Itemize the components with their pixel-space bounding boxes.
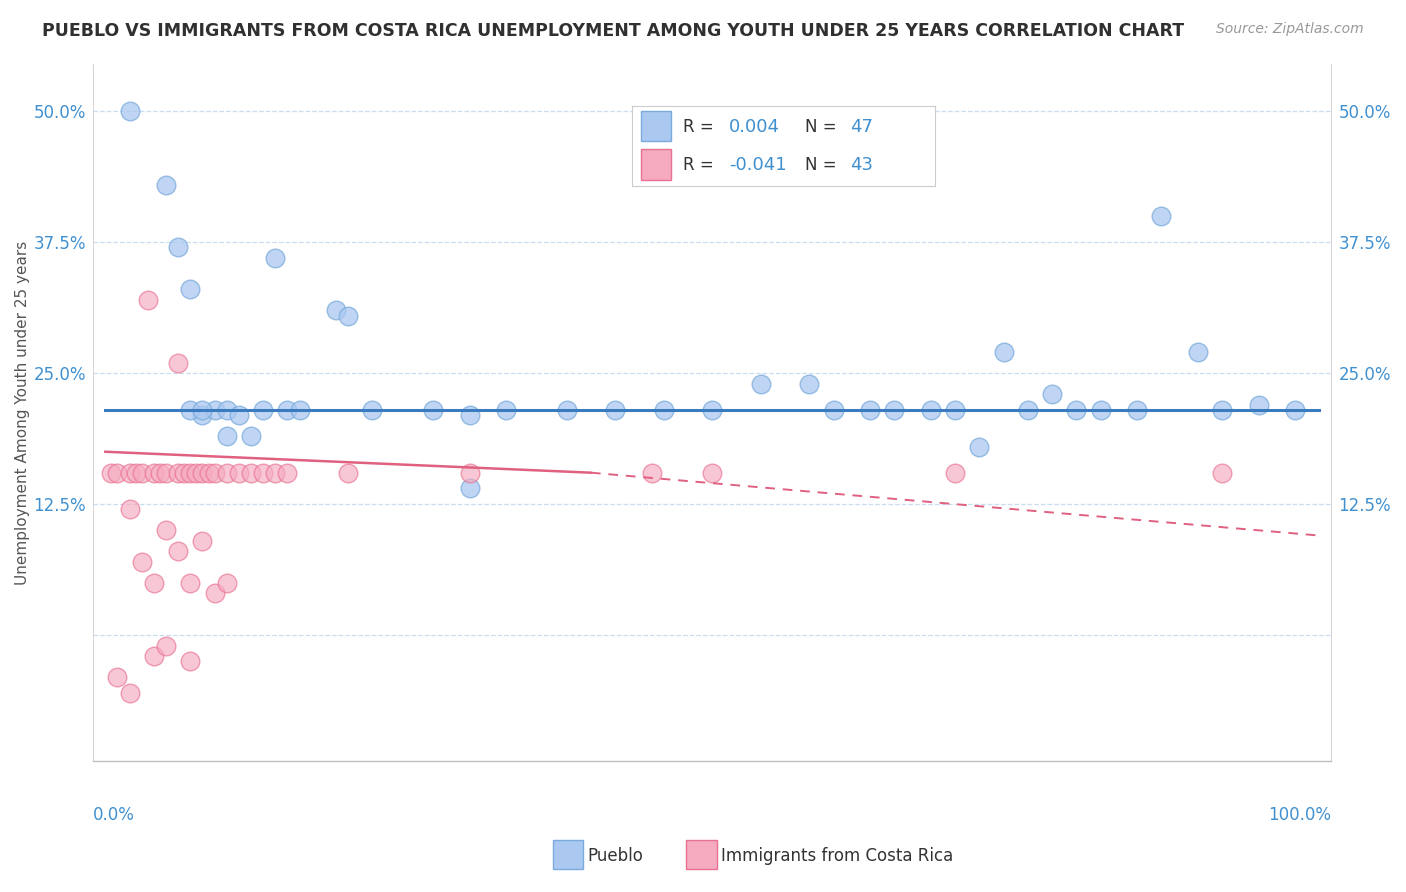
Point	[859, 402, 882, 417]
Point	[337, 309, 360, 323]
Point	[155, 524, 177, 538]
Text: Immigrants from Costa Rica: Immigrants from Costa Rica	[721, 847, 953, 865]
Point	[179, 654, 201, 668]
Point	[702, 466, 724, 480]
Point	[228, 466, 250, 480]
Point	[799, 376, 821, 391]
Point	[215, 575, 238, 590]
Point	[555, 402, 578, 417]
Point	[173, 466, 195, 480]
Point	[131, 555, 153, 569]
Point	[118, 502, 141, 516]
Point	[361, 402, 384, 417]
Point	[1187, 345, 1209, 359]
Point	[167, 356, 190, 370]
Point	[142, 648, 165, 663]
Point	[943, 402, 966, 417]
Point	[823, 402, 845, 417]
Point	[118, 466, 141, 480]
Point	[276, 466, 298, 480]
Point	[155, 639, 177, 653]
Point	[605, 402, 627, 417]
Point	[240, 466, 263, 480]
Point	[264, 251, 287, 265]
Point	[325, 303, 347, 318]
Point	[107, 466, 129, 480]
Point	[337, 466, 360, 480]
Point	[215, 402, 238, 417]
Text: 0.0%: 0.0%	[93, 806, 135, 824]
Point	[215, 429, 238, 443]
Point	[1040, 387, 1063, 401]
Point	[124, 466, 146, 480]
Point	[1284, 402, 1306, 417]
Point	[167, 544, 190, 558]
Point	[1211, 402, 1233, 417]
Point	[204, 402, 226, 417]
Point	[288, 402, 311, 417]
Point	[652, 402, 675, 417]
Point	[204, 586, 226, 600]
Point	[100, 466, 122, 480]
Point	[458, 466, 481, 480]
Point	[191, 408, 214, 422]
Point	[191, 466, 214, 480]
Point	[136, 293, 159, 307]
Point	[969, 440, 991, 454]
Text: Source: ZipAtlas.com: Source: ZipAtlas.com	[1216, 22, 1364, 37]
Point	[1066, 402, 1088, 417]
Point	[155, 178, 177, 192]
Point	[197, 466, 219, 480]
Point	[107, 670, 129, 684]
Point	[943, 466, 966, 480]
Text: PUEBLO VS IMMIGRANTS FROM COSTA RICA UNEMPLOYMENT AMONG YOUTH UNDER 25 YEARS COR: PUEBLO VS IMMIGRANTS FROM COSTA RICA UNE…	[42, 22, 1184, 40]
Point	[458, 482, 481, 496]
Point	[167, 240, 190, 254]
Point	[422, 402, 444, 417]
Point	[1090, 402, 1112, 417]
Point	[252, 466, 274, 480]
Point	[179, 282, 201, 296]
Point	[179, 466, 201, 480]
Point	[179, 402, 201, 417]
Point	[1017, 402, 1039, 417]
Point	[186, 466, 208, 480]
Point	[1211, 466, 1233, 480]
Point	[640, 466, 662, 480]
Point	[131, 466, 153, 480]
Point	[142, 466, 165, 480]
Point	[118, 104, 141, 119]
Point	[264, 466, 287, 480]
Point	[276, 402, 298, 417]
Point	[883, 167, 905, 181]
Point	[191, 402, 214, 417]
Point	[702, 402, 724, 417]
Point	[240, 429, 263, 443]
Text: 100.0%: 100.0%	[1268, 806, 1331, 824]
Point	[1150, 209, 1173, 223]
Point	[993, 345, 1015, 359]
Point	[920, 402, 942, 417]
Y-axis label: Unemployment Among Youth under 25 years: Unemployment Among Youth under 25 years	[15, 240, 30, 584]
Point	[149, 466, 172, 480]
Point	[458, 408, 481, 422]
Point	[215, 466, 238, 480]
Point	[118, 686, 141, 700]
Point	[228, 408, 250, 422]
Point	[167, 466, 190, 480]
Point	[191, 533, 214, 548]
Point	[179, 575, 201, 590]
Point	[142, 575, 165, 590]
Point	[883, 402, 905, 417]
Point	[749, 376, 772, 391]
Point	[252, 402, 274, 417]
Point	[1126, 402, 1149, 417]
Point	[495, 402, 517, 417]
Point	[1247, 398, 1270, 412]
Text: Pueblo: Pueblo	[588, 847, 644, 865]
Point	[204, 466, 226, 480]
Point	[155, 466, 177, 480]
